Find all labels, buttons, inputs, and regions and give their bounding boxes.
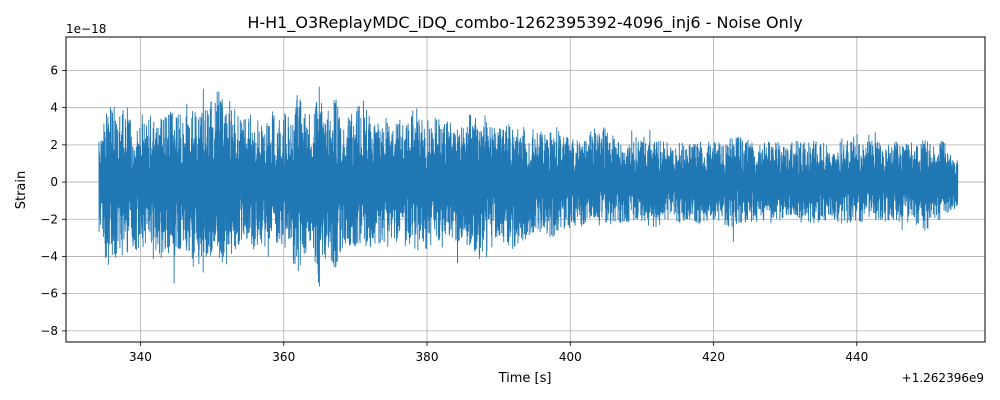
x-axis-label: Time [s] <box>498 371 552 386</box>
y-tick-label: −4 <box>40 249 58 263</box>
x-tick-label: 340 <box>129 350 152 364</box>
x-tick-label: 440 <box>845 350 868 364</box>
y-scale-label: 1e−18 <box>66 22 106 36</box>
y-tick-label: 6 <box>50 63 58 77</box>
y-axis: −8 −6 −4 −2 0 2 4 6 <box>40 63 66 338</box>
y-tick-label: 4 <box>50 101 58 115</box>
y-axis-label: Strain <box>14 171 29 210</box>
y-tick-label: 2 <box>50 138 58 152</box>
strain-line <box>98 86 959 287</box>
x-tick-label: 420 <box>702 350 725 364</box>
strain-series <box>98 86 959 287</box>
x-tick-label: 380 <box>416 350 439 364</box>
x-tick-label: 360 <box>272 350 295 364</box>
x-offset-label: +1.262396e9 <box>902 371 984 385</box>
y-tick-label: −2 <box>40 212 58 226</box>
x-tick-label: 400 <box>559 350 582 364</box>
y-tick-label: −8 <box>40 324 58 338</box>
plot-frame <box>65 36 986 343</box>
chart-title: H-H1_O3ReplayMDC_iDQ_combo-1262395392-40… <box>247 13 802 33</box>
y-tick-label: −6 <box>40 287 58 301</box>
y-tick-label: 0 <box>50 175 58 189</box>
x-axis: 340 360 380 400 420 440 <box>129 342 868 364</box>
